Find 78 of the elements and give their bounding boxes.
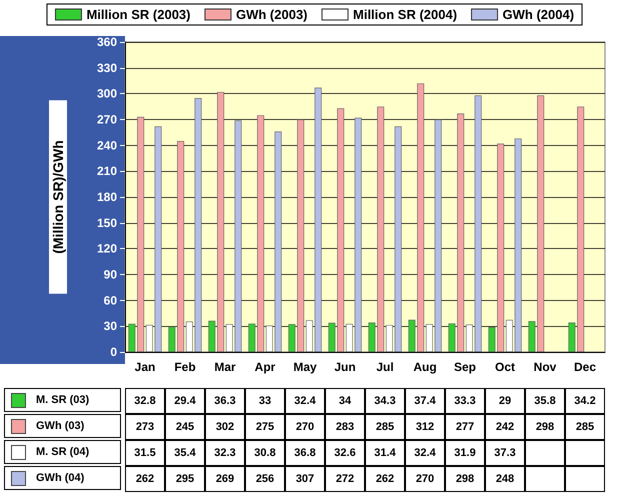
data-label: 29.4: [165, 388, 205, 414]
y-tick-label: 360: [96, 35, 118, 49]
text: GWh (04): [36, 472, 84, 484]
data-label: 37.4: [405, 388, 445, 414]
data-label: 245: [165, 414, 205, 440]
text: GWh (03): [36, 420, 84, 432]
legend-label: GWh (2004): [502, 7, 574, 22]
data-label: 269: [205, 466, 245, 492]
data-label: 33: [245, 388, 285, 414]
data-label: 272: [325, 466, 365, 492]
y-tick-label: 90: [104, 268, 118, 282]
data-label: 307: [285, 466, 325, 492]
y-tick-label: 0: [110, 345, 118, 359]
data-label: 29: [485, 388, 525, 414]
data-label: 242: [485, 414, 525, 440]
x-tick-label: Mar: [214, 360, 236, 374]
y-tick-label: 180: [96, 190, 118, 204]
legend-label: Million SR (2004): [353, 7, 458, 22]
y-tick-label: 300: [96, 86, 118, 101]
x-tick-label: Nov: [534, 360, 557, 374]
data-label: 283: [325, 414, 365, 440]
data-label: 275: [245, 414, 285, 440]
data-label: 298: [445, 466, 485, 492]
y-tick-label: 330: [96, 60, 118, 75]
data-label: 32.4: [405, 440, 445, 466]
data-label: 295: [165, 466, 205, 492]
data-label: 285: [365, 414, 405, 440]
data-label: 35.8: [525, 388, 565, 414]
data-label: 262: [125, 466, 165, 492]
data-label: 273: [125, 414, 165, 440]
y-tick-label: 150: [96, 216, 118, 230]
data-label: 34.2: [565, 388, 605, 414]
x-tick-label: Sep: [454, 360, 476, 374]
data-label: 285: [565, 414, 605, 440]
data-label: 31.4: [365, 440, 405, 466]
y-tick-label: 270: [96, 112, 118, 126]
y-tick-label: 120: [96, 242, 118, 256]
data-label: 36.3: [205, 388, 245, 414]
x-tick-label: Apr: [254, 360, 276, 374]
data-label: 30.8: [245, 440, 285, 466]
x-tick-label: May: [293, 360, 317, 374]
text: M. SR (03): [36, 394, 90, 406]
data-label: 35.4: [165, 440, 205, 466]
data-label: 270: [405, 466, 445, 492]
text: M. SR (04): [36, 446, 90, 458]
x-tick-label: Aug: [413, 360, 437, 374]
data-label: 31.5: [125, 440, 165, 466]
data-label: 270: [285, 414, 325, 440]
x-tick-label: Feb: [174, 360, 196, 374]
data-label: 298: [525, 414, 565, 440]
y-tick-label: 240: [96, 138, 118, 152]
x-tick-label: Jan: [134, 360, 156, 374]
y-tick-label: 30: [104, 319, 118, 334]
y-tick-label: 210: [96, 164, 118, 178]
data-label: 33.3: [445, 388, 485, 414]
data-label: 312: [405, 414, 445, 440]
y-tick-label: 60: [104, 293, 118, 308]
data-label: 32.6: [325, 440, 365, 466]
data-label: 32.3: [205, 440, 245, 466]
y-axis-title: (Million SR)/GWh: [50, 140, 66, 254]
x-tick-label: Oct: [494, 360, 516, 374]
x-tick-label: Jul: [376, 360, 394, 374]
data-label: 248: [485, 466, 525, 492]
legend-label: Million SR (2003): [86, 7, 190, 22]
data-label: 256: [245, 466, 285, 492]
x-tick-label: Dec: [574, 360, 596, 374]
data-label: 32.4: [285, 388, 325, 414]
data-label: 37.3: [485, 440, 525, 466]
x-tick-label: Jun: [334, 360, 356, 374]
data-label: 32.8: [125, 388, 165, 414]
data-label: 262: [365, 466, 405, 492]
legend-label: GWh (2003): [236, 7, 308, 22]
data-label: 34: [325, 388, 365, 414]
data-label: 302: [205, 414, 245, 440]
data-label: 36.8: [285, 440, 325, 466]
data-label: 31.9: [445, 440, 485, 466]
data-label: 277: [445, 414, 485, 440]
data-label: 34.3: [365, 388, 405, 414]
